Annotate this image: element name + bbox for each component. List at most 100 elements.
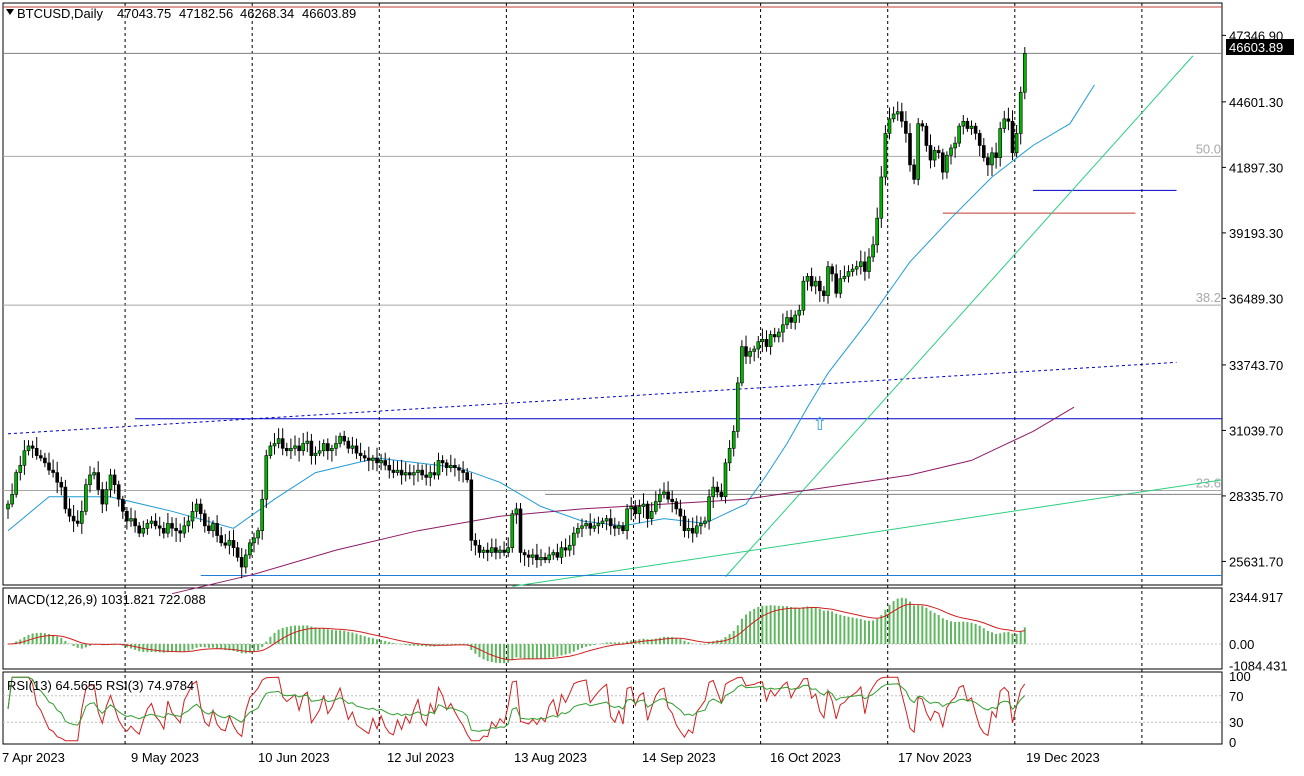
bear-candle	[522, 552, 527, 556]
bear-candle	[682, 515, 687, 532]
bear-candle	[34, 448, 39, 456]
bear-candle	[162, 527, 166, 534]
bull-candle	[305, 440, 310, 444]
bull-candle	[662, 491, 666, 495]
bear-candle	[235, 547, 240, 558]
bull-candle	[781, 324, 785, 333]
bear-candle	[153, 520, 158, 527]
bull-candle	[260, 498, 265, 532]
macd-pane-frame	[2, 587, 1223, 670]
symbol-label[interactable]: BTCUSD,Daily	[17, 6, 103, 21]
price-tick-label: 36489.30	[1229, 291, 1283, 306]
bear-candle	[690, 527, 695, 534]
bull-candle	[1002, 118, 1007, 129]
bear-candle	[432, 472, 437, 476]
moving-average-layer	[7, 84, 1095, 595]
bear-candle	[387, 464, 392, 471]
bear-candle	[477, 544, 482, 553]
up-arrow-icon: ⇧	[812, 414, 827, 434]
bull-candle	[961, 120, 966, 127]
bull-candle	[551, 552, 556, 556]
macd-tick-label: 2344.917	[1229, 590, 1283, 605]
bull-candle	[776, 331, 781, 338]
macd-tick-label: 0.00	[1229, 637, 1254, 652]
bear-candle	[424, 474, 429, 478]
bear-candle	[116, 484, 121, 500]
price-pane-frame	[2, 2, 1223, 586]
bull-candle	[658, 494, 662, 502]
bear-candle	[670, 498, 675, 502]
bear-candle	[494, 547, 498, 553]
bull-candle	[244, 554, 248, 568]
bull-candle	[379, 460, 383, 464]
bear-candle	[38, 455, 43, 459]
price-tick-label: 25631.70	[1229, 554, 1283, 569]
bull-candle	[895, 111, 900, 115]
bull-candle	[506, 547, 511, 553]
bear-candle	[674, 501, 679, 510]
bear-candle	[899, 111, 904, 122]
bull-candle	[629, 506, 634, 510]
bull-candle	[641, 503, 646, 507]
bull-candle	[428, 472, 433, 478]
bull-candle	[18, 464, 23, 473]
bull-candle	[289, 448, 293, 452]
bear-candle	[198, 503, 203, 515]
bull-candle	[1022, 53, 1027, 93]
grid-layer	[3, 3, 1222, 744]
bull-candle	[576, 527, 580, 534]
ohlc-high: 47182.56	[179, 6, 233, 21]
bear-candle	[325, 443, 330, 452]
bear-candle	[297, 445, 301, 452]
bull-candle	[26, 445, 31, 452]
bull-candle	[539, 557, 543, 561]
price-tick-label: 41897.30	[1229, 160, 1283, 175]
bear-candle	[977, 133, 982, 146]
bull-candle	[727, 448, 732, 464]
bear-candle	[342, 435, 347, 442]
bull-candle	[723, 462, 728, 498]
moving-average-slow	[171, 406, 1075, 595]
bull-candle	[637, 506, 642, 515]
bear-candle	[612, 525, 617, 529]
bull-candle	[22, 450, 27, 466]
bull-candle	[88, 474, 92, 485]
bear-candle	[203, 513, 207, 527]
bear-candle	[375, 457, 379, 464]
bear-candle	[994, 152, 998, 158]
bull-candle	[694, 525, 699, 534]
date-tick-label: 9 May 2023	[131, 750, 199, 765]
bear-candle	[399, 469, 404, 476]
bear-candle	[535, 554, 539, 561]
symbol-menu-triangle-icon[interactable]	[6, 9, 14, 15]
bull-candle	[338, 435, 342, 444]
bull-candle	[711, 486, 716, 498]
fibo-level-label: 38.2	[1196, 290, 1221, 305]
bull-candle	[272, 443, 277, 447]
bear-candle	[170, 523, 174, 529]
bull-candle	[571, 532, 576, 546]
bull-candle	[735, 382, 740, 432]
date-tick-label: 17 Nov 2023	[898, 750, 972, 765]
bull-candle	[707, 496, 711, 522]
bear-candle	[526, 554, 531, 558]
axis-labels-layer: 47346.9044601.3041897.3039193.3036489.30…	[2, 28, 1288, 765]
bear-candle	[904, 120, 908, 134]
bear-candle	[67, 508, 72, 517]
rsi-layer	[7, 676, 1026, 742]
bear-candle	[633, 506, 638, 515]
trendline	[725, 55, 1194, 578]
bear-candle	[30, 445, 35, 449]
bull-candle	[580, 525, 584, 529]
bull-candle	[953, 142, 957, 149]
bull-candle	[567, 544, 572, 551]
bull-candle	[129, 518, 133, 522]
bear-candle	[608, 518, 613, 527]
bull-candle	[84, 484, 88, 512]
bear-candle	[1006, 118, 1011, 122]
ohlc-low: 46268.34	[240, 6, 294, 21]
bear-candle	[391, 469, 396, 473]
bear-candle	[563, 547, 568, 551]
